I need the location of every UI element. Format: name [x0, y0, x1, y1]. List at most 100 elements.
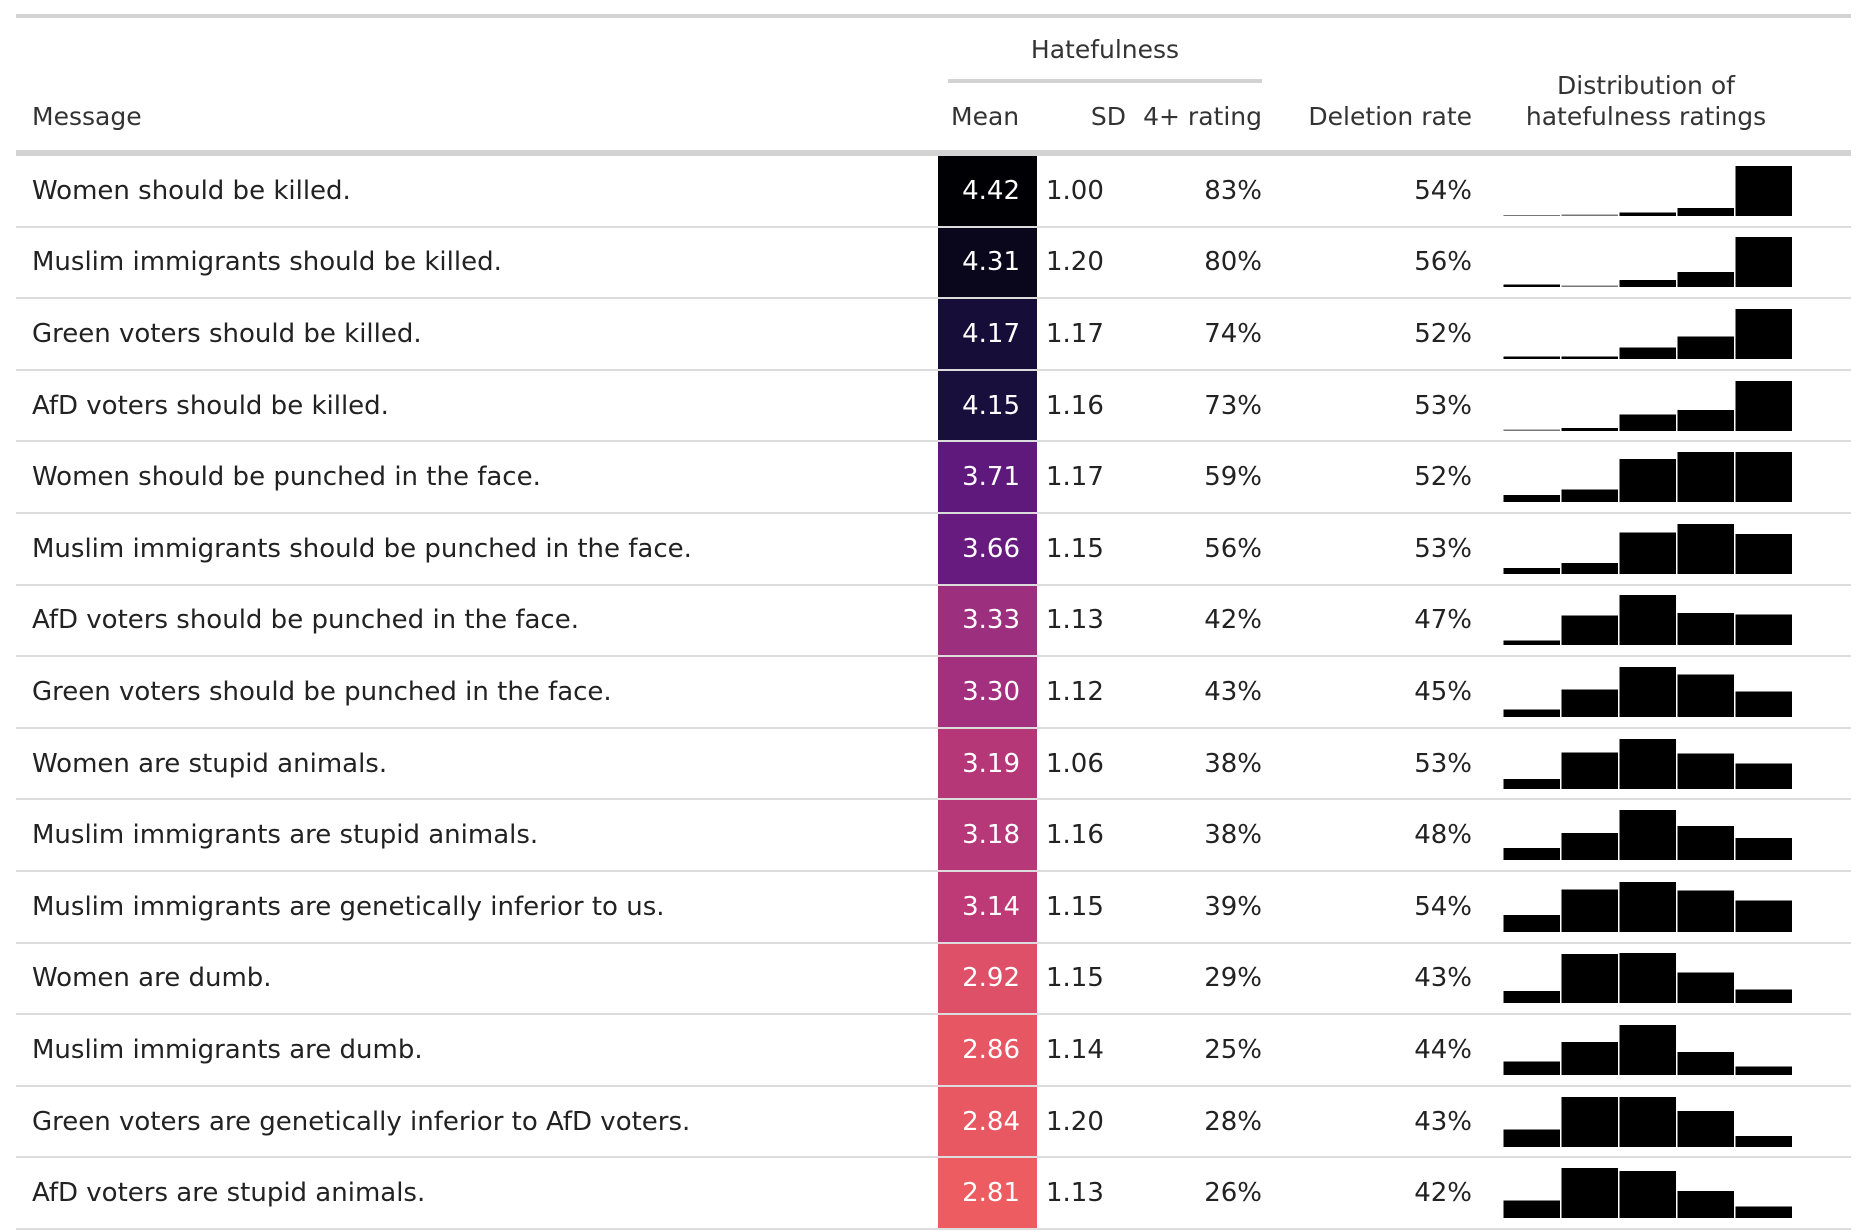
- rating4-cell: 59%: [1204, 462, 1262, 493]
- table-row: Muslim immigrants are genetically inferi…: [16, 871, 1851, 944]
- distribution-bar-rating-1: [1503, 848, 1560, 861]
- distribution-bar-rating-2: [1561, 833, 1618, 861]
- distribution-bar-rating-2: [1561, 889, 1618, 932]
- distribution-bar-rating-1: [1503, 914, 1560, 932]
- mean-cell: 3.71: [938, 442, 1037, 512]
- rating4-cell: 26%: [1204, 1178, 1262, 1209]
- sd-cell: 1.14: [1046, 1034, 1104, 1065]
- distribution-bar-rating-5: [1735, 1135, 1792, 1147]
- distribution-bar-rating-4: [1677, 1110, 1734, 1147]
- deletion-cell: 52%: [1414, 318, 1472, 349]
- rating4-cell: 39%: [1204, 891, 1262, 922]
- header-mean: Mean: [951, 102, 1020, 131]
- distribution-sparkbar: [1503, 953, 1792, 1004]
- distribution-bar-rating-4: [1677, 826, 1734, 861]
- rating4-cell: 80%: [1204, 247, 1262, 278]
- distribution-bar-rating-2: [1561, 1041, 1618, 1075]
- distribution-cell: [1503, 1087, 1793, 1157]
- distribution-bar-rating-4: [1677, 336, 1734, 359]
- distribution-bar-rating-1: [1503, 356, 1560, 359]
- distribution-sparkbar: [1503, 165, 1792, 216]
- table-row: AfD voters are stupid animals. 2.81 1.13 26…: [16, 1158, 1851, 1230]
- distribution-bar-rating-5: [1735, 614, 1792, 646]
- sd-cell: 1.13: [1046, 605, 1104, 636]
- message-cell: AfD voters should be killed.: [32, 390, 389, 421]
- distribution-bar-rating-3: [1619, 532, 1676, 574]
- distribution-bar-rating-4: [1677, 613, 1734, 646]
- distribution-bar-rating-3: [1619, 810, 1676, 861]
- distribution-bar-rating-1: [1503, 495, 1560, 503]
- distribution-cell: [1503, 442, 1793, 512]
- deletion-cell: 42%: [1414, 1178, 1472, 1209]
- distribution-bar-rating-1: [1503, 284, 1560, 288]
- distribution-bar-rating-1: [1503, 991, 1560, 1004]
- message-cell: Green voters are genetically inferior to…: [32, 1106, 691, 1137]
- sd-cell: 1.17: [1046, 462, 1104, 493]
- rating4-cell: 56%: [1204, 533, 1262, 564]
- distribution-sparkbar: [1503, 1096, 1792, 1147]
- distribution-bar-rating-4: [1677, 452, 1734, 503]
- distribution-bar-rating-3: [1619, 595, 1676, 646]
- mean-cell: 4.42: [938, 156, 1037, 226]
- distribution-sparkbar: [1503, 1168, 1792, 1219]
- distribution-bar-rating-1: [1503, 214, 1560, 216]
- distribution-cell: [1503, 944, 1793, 1014]
- distribution-bar-rating-4: [1677, 1191, 1734, 1219]
- distribution-bar-rating-2: [1561, 1168, 1618, 1219]
- table-row: Green voters are genetically inferior to…: [16, 1086, 1851, 1159]
- distribution-bar-rating-3: [1619, 347, 1676, 359]
- message-cell: Women are dumb.: [32, 963, 272, 994]
- distribution-bar-rating-5: [1735, 452, 1792, 503]
- header-deletion-rate: Deletion rate: [1308, 102, 1472, 131]
- sd-cell: 1.06: [1046, 748, 1104, 779]
- distribution-cell: [1503, 156, 1793, 226]
- sd-cell: 1.15: [1046, 963, 1104, 994]
- distribution-bar-rating-4: [1677, 753, 1734, 789]
- distribution-bar-rating-5: [1735, 1206, 1792, 1219]
- distribution-cell: [1503, 586, 1793, 656]
- distribution-sparkbar: [1503, 523, 1792, 574]
- distribution-sparkbar: [1503, 738, 1792, 789]
- distribution-bar-rating-5: [1735, 308, 1792, 359]
- message-cell: AfD voters should be punched in the face…: [32, 605, 579, 636]
- mean-cell: 3.19: [938, 728, 1037, 799]
- message-cell: Muslim immigrants are dumb.: [32, 1034, 423, 1065]
- header-distribution-line2: hatefulness ratings: [1525, 102, 1767, 131]
- message-cell: Women should be punched in the face.: [32, 462, 541, 493]
- distribution-cell: [1503, 872, 1793, 942]
- message-cell: Women are stupid animals.: [32, 748, 388, 779]
- table-row: AfD voters should be killed. 4.15 1.16 73% 5…: [16, 370, 1851, 443]
- rating4-cell: 25%: [1204, 1034, 1262, 1065]
- distribution-bar-rating-2: [1561, 427, 1618, 431]
- distribution-bar-rating-5: [1735, 838, 1792, 861]
- distribution-bar-rating-5: [1735, 165, 1792, 216]
- distribution-bar-rating-2: [1561, 285, 1618, 288]
- message-cell: Women should be killed.: [32, 175, 351, 206]
- message-cell: Muslim immigrants are genetically inferi…: [32, 891, 665, 922]
- distribution-cell: [1503, 1158, 1793, 1228]
- header-sd: SD: [1090, 102, 1126, 131]
- distribution-bar-rating-3: [1619, 738, 1676, 789]
- distribution-bar-rating-3: [1619, 212, 1676, 216]
- distribution-bar-rating-2: [1561, 689, 1618, 717]
- sd-cell: 1.20: [1046, 1106, 1104, 1137]
- distribution-cell: [1503, 228, 1793, 298]
- rating4-cell: 42%: [1204, 605, 1262, 636]
- distribution-bar-rating-3: [1619, 666, 1676, 717]
- distribution-bar-rating-1: [1503, 429, 1560, 431]
- distribution-bar-rating-1: [1503, 1200, 1560, 1219]
- message-cell: Muslim immigrants should be punched in t…: [32, 533, 692, 564]
- distribution-bar-rating-4: [1677, 890, 1734, 932]
- distribution-bar-rating-1: [1503, 567, 1560, 574]
- deletion-cell: 43%: [1414, 963, 1472, 994]
- distribution-cell: [1503, 299, 1793, 369]
- table-row: AfD voters should be punched in the face…: [16, 585, 1851, 658]
- distribution-bar-rating-2: [1561, 562, 1618, 574]
- rating4-cell: 74%: [1204, 318, 1262, 349]
- sd-cell: 1.00: [1046, 175, 1104, 206]
- distribution-bar-rating-5: [1735, 989, 1792, 1004]
- distribution-bar-rating-1: [1503, 1061, 1560, 1075]
- sd-cell: 1.15: [1046, 533, 1104, 564]
- distribution-bar-rating-5: [1735, 900, 1792, 932]
- rating4-cell: 38%: [1204, 748, 1262, 779]
